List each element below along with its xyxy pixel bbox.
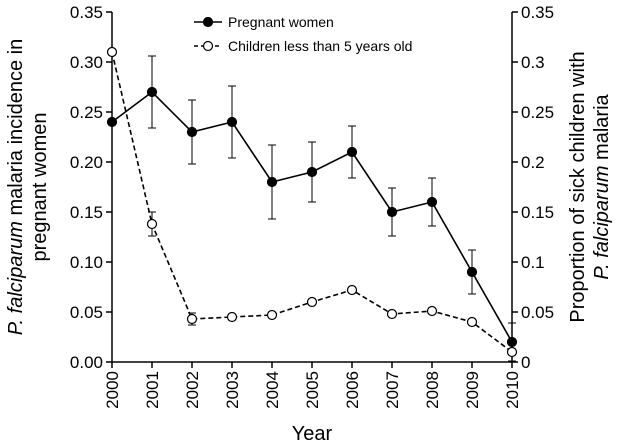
data-point-filled [346,146,358,158]
data-point-filled [426,196,438,208]
data-point-open [146,218,158,230]
x-axis-title: Year [292,423,333,445]
right-tick-label: 0.35 [521,3,554,22]
data-point-open [346,284,358,296]
legend-marker-filled [202,16,214,28]
left-tick-label: 0.05 [70,303,103,322]
x-tick-label: 2002 [183,371,202,409]
x-tick-label: 2003 [223,371,242,409]
left-tick-label: 0.15 [70,203,103,222]
series-children [106,46,518,358]
data-point-filled [306,166,318,178]
data-point-open [306,296,318,308]
x-tick-label: 2008 [423,371,442,409]
legend-label-children: Children less than 5 years old [228,38,412,54]
series-layer [106,46,518,362]
data-point-filled [226,116,238,128]
data-point-filled [386,206,398,218]
right-tick-label: 0.05 [521,303,554,322]
right-tick-label: 0.1 [521,253,545,272]
data-point-open [466,316,478,328]
right-y-axis-title: Proportion of sick children with [567,51,589,322]
left-y-ticks: 0.00 0.05 0.10 0.15 0.20 0.25 0.30 0.35 [70,3,112,372]
left-tick-label: 0.20 [70,153,103,172]
data-point-filled [106,116,118,128]
legend-item-pregnant-women: Pregnant women [194,14,334,30]
data-point-open [106,46,118,58]
data-point-open [226,311,238,323]
left-tick-label: 0.30 [70,53,103,72]
data-point-open [506,346,518,358]
right-y-ticks: 0 0.05 0.1 0.15 0.2 0.25 0.3 0.35 [512,3,554,372]
left-tick-label: 0.25 [70,103,103,122]
data-point-filled [266,176,278,188]
legend: Pregnant women Children less than 5 year… [194,14,412,54]
data-point-open [186,313,198,325]
right-y-axis-title-line2: P. falciparum malaria [591,93,613,279]
x-tick-label: 2007 [383,371,402,409]
x-tick-label: 2006 [343,371,362,409]
right-tick-label: 0.15 [521,203,554,222]
series-pregnant-women [106,55,518,362]
left-tick-label: 0.00 [70,353,103,372]
legend-marker-open [202,40,214,52]
right-tick-label: 0.2 [521,153,545,172]
left-tick-label: 0.10 [70,253,103,272]
legend-item-children: Children less than 5 years old [194,38,412,54]
data-point-filled [146,86,158,98]
right-tick-label: 0.25 [521,103,554,122]
x-tick-label: 2000 [103,371,122,409]
data-point-open [386,308,398,320]
right-tick-label: 0.3 [521,53,545,72]
data-point-filled [506,336,518,348]
left-tick-label: 0.35 [70,3,103,22]
left-y-axis-title-line2: pregnant women [29,113,51,262]
x-tick-label: 2001 [143,371,162,409]
x-tick-label: 2010 [503,371,522,409]
legend-label-pregnant-women: Pregnant women [228,14,334,30]
data-point-filled [466,266,478,278]
data-point-open [426,305,438,317]
right-tick-label: 0 [521,353,530,372]
left-y-axis-title: P. falciparum malaria incidence in [5,39,27,335]
x-tick-label: 2009 [463,371,482,409]
x-ticks: 2000 2001 2002 2003 2004 2005 2006 2007 2008 2009… [103,362,522,409]
data-point-filled [186,126,198,138]
x-tick-label: 2004 [263,371,282,409]
x-tick-label: 2005 [303,371,322,409]
data-point-open [266,309,278,321]
